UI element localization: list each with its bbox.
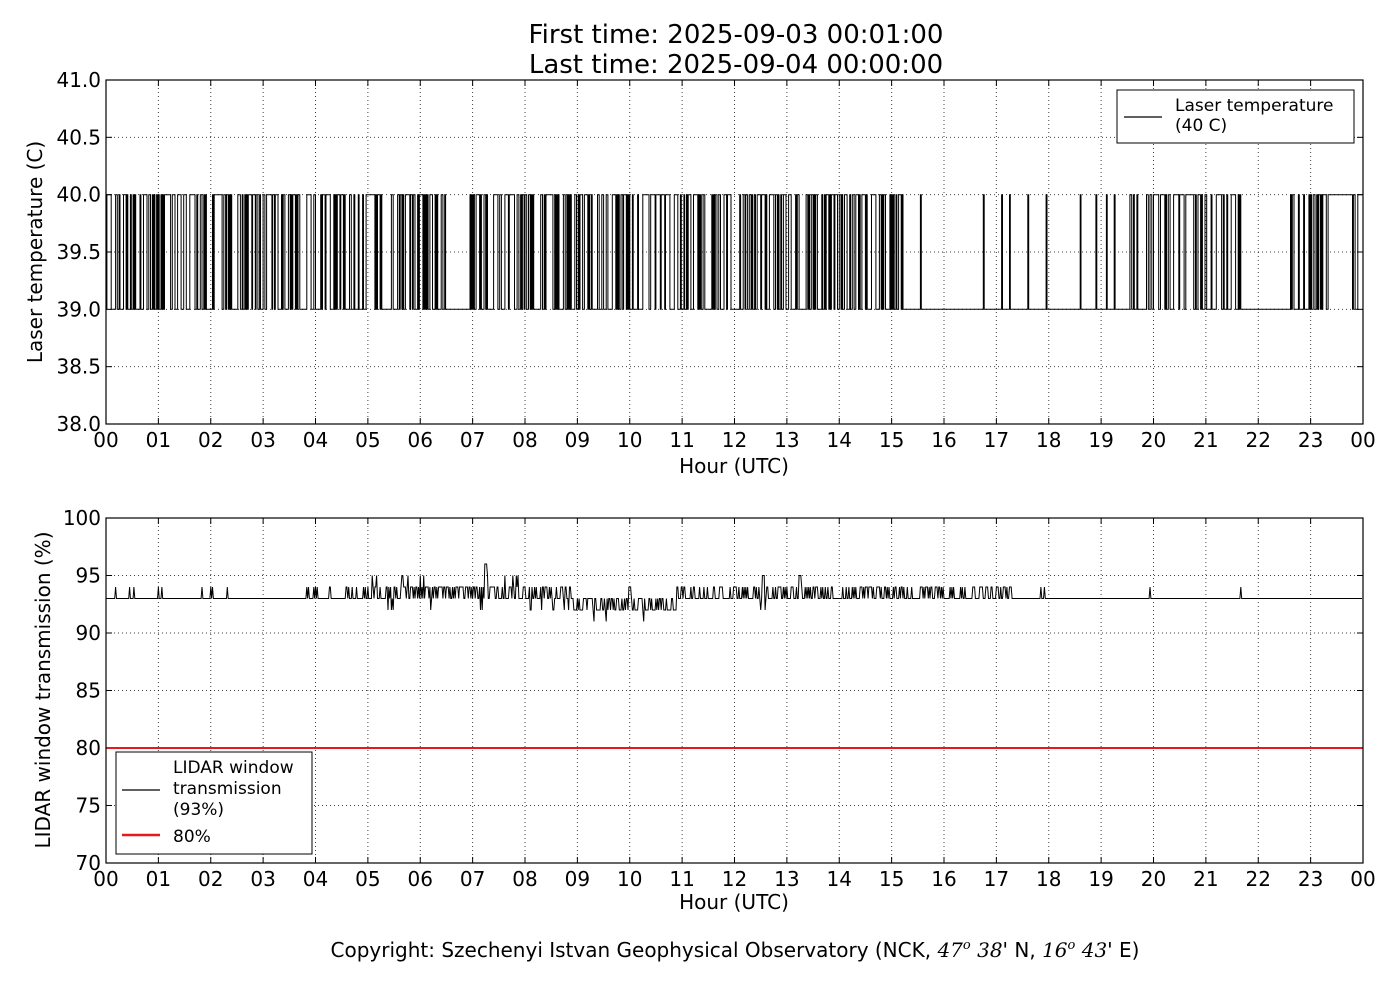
x-tick-label: 21 [1193, 867, 1218, 891]
x-tick-label: 21 [1193, 428, 1218, 452]
plot-frame [105, 517, 1364, 864]
y-tick-label: 39.0 [56, 297, 101, 321]
x-tick-label: 17 [984, 428, 1009, 452]
x-tick-label: 00 [93, 428, 118, 452]
y-tick-label: 90 [76, 621, 101, 645]
x-tick-label: 01 [146, 867, 171, 891]
x-tick-label: 01 [146, 428, 171, 452]
y-tick-label: 70 [76, 851, 101, 875]
x-tick-label: 13 [774, 428, 799, 452]
legend: LIDAR window transmission (93%) 80% [115, 751, 313, 855]
y-tick-label: 40.0 [56, 183, 101, 207]
legend-label-laser-line-2: (40 C) [1175, 116, 1227, 136]
legend: Laser temperature (40 C) [1116, 89, 1355, 144]
x-tick-label: 10 [617, 867, 642, 891]
x-tick-label: 05 [355, 428, 380, 452]
legend-label-threshold: 80% [173, 827, 211, 847]
x-tick-label: 04 [303, 867, 328, 891]
x-tick-label: 22 [1246, 867, 1271, 891]
legend-label-laser-line-1: Laser temperature [1175, 96, 1333, 116]
legend-label-transmission-line-1: LIDAR window [173, 758, 294, 778]
x-tick-label: 02 [198, 428, 223, 452]
x-axis-label: Hour (UTC) [679, 890, 789, 914]
title-line-2: Last time: 2025-09-04 00:00:00 [529, 50, 943, 80]
y-tick-labels: 70 75 80 85 90 95 100 [63, 506, 101, 875]
series-laser-temperature [106, 194, 1363, 310]
copyright-text: Copyright: Szechenyi Istvan Geophysical … [331, 938, 1140, 962]
y-tick-label: 95 [76, 564, 101, 588]
x-tick-label: 06 [408, 867, 433, 891]
x-tick-label: 10 [617, 428, 642, 452]
y-tick-label: 39.5 [56, 240, 101, 264]
x-tick-labels: 00 01 02 03 04 05 06 07 08 09 10 11 12 13 14 15 16 17 18 19… [93, 867, 1375, 891]
x-tick-label: 20 [1141, 428, 1166, 452]
x-tick-label: 23 [1298, 428, 1323, 452]
x-tick-label: 06 [408, 428, 433, 452]
y-tick-label: 40.5 [56, 125, 101, 149]
title-line-1: First time: 2025-09-03 00:01:00 [529, 20, 944, 50]
x-tick-label: 19 [1088, 867, 1113, 891]
x-tick-label: 03 [250, 428, 275, 452]
x-tick-label: 00 [93, 867, 118, 891]
laser-temperature-series [106, 194, 1363, 310]
x-tick-label: 16 [931, 867, 956, 891]
series-lidar-transmission [106, 563, 1363, 622]
y-axis-label: Laser temperature (C) [23, 141, 47, 363]
lidar-transmission-series [106, 563, 1363, 622]
x-tick-label: 08 [512, 428, 537, 452]
x-tick-label: 00 [1350, 428, 1375, 452]
x-tick-label: 18 [1036, 867, 1061, 891]
x-tick-label: 14 [827, 428, 852, 452]
x-tick-label: 17 [984, 867, 1009, 891]
x-tick-label: 09 [565, 867, 590, 891]
x-tick-label: 18 [1036, 428, 1061, 452]
plot-frame [105, 79, 1364, 425]
x-tick-label: 09 [565, 428, 590, 452]
x-tick-label: 11 [669, 867, 694, 891]
y-tick-label: 80 [76, 736, 101, 760]
y-axis-label: LIDAR window transmission (%) [31, 532, 55, 849]
grid [105, 517, 1364, 864]
lidar-transmission-chart: 70 75 80 85 90 95 100 00 01 02 03 04 05 06 07 08 09 10 11… [31, 506, 1376, 914]
x-tick-label: 07 [460, 867, 485, 891]
x-tick-label: 04 [303, 428, 328, 452]
x-tick-label: 03 [250, 867, 275, 891]
x-tick-label: 16 [931, 428, 956, 452]
x-tick-label: 00 [1350, 867, 1375, 891]
x-tick-label: 12 [722, 867, 747, 891]
y-tick-label: 38.5 [56, 355, 101, 379]
x-tick-label: 14 [827, 867, 852, 891]
x-tick-label: 20 [1141, 867, 1166, 891]
legend-box [115, 751, 313, 855]
y-tick-label: 38.0 [56, 412, 101, 436]
x-tick-label: 12 [722, 428, 747, 452]
x-tick-label: 22 [1246, 428, 1271, 452]
x-tick-label: 02 [198, 867, 223, 891]
y-tick-label: 75 [76, 794, 101, 818]
x-tick-label: 05 [355, 867, 380, 891]
x-tick-label: 15 [879, 428, 904, 452]
legend-label-transmission-line-3: (93%) [173, 800, 224, 820]
x-tick-label: 07 [460, 428, 485, 452]
x-axis-label: Hour (UTC) [679, 454, 789, 478]
x-tick-label: 08 [512, 867, 537, 891]
x-tick-label: 13 [774, 867, 799, 891]
laser-temperature-chart: 38.038.539.039.540.040.541.0 00 01 02 03 04 0… [23, 68, 1376, 478]
legend-label-transmission-line-2: transmission [173, 779, 282, 799]
x-tick-label: 23 [1298, 867, 1323, 891]
x-tick-label: 19 [1088, 428, 1113, 452]
x-tick-labels: 00 01 02 03 04 05 06 07 08 09 10 11 12 13 14 15 16 17 18 19… [93, 428, 1375, 452]
y-tick-labels: 38.0 38.5 39.0 39.5 40.0 40.5 41.0 [56, 68, 101, 436]
x-tick-label: 11 [669, 428, 694, 452]
y-tick-label: 100 [63, 506, 101, 530]
y-tick-label: 85 [76, 679, 101, 703]
y-tick-label: 41.0 [56, 68, 101, 92]
x-tick-label: 15 [879, 867, 904, 891]
